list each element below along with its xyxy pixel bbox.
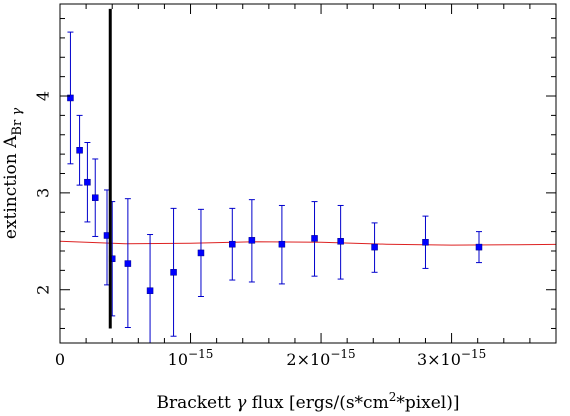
y-tick-label: 3 xyxy=(34,188,53,198)
data-points-layer xyxy=(67,94,483,294)
x-axis-label-middle: flux [ergs/(s*cm xyxy=(246,393,388,413)
x-axis-label-symbol: γ xyxy=(236,393,247,413)
x-tick-label-base: 0 xyxy=(55,350,65,369)
data-point xyxy=(422,239,429,246)
y-tick-label: 2 xyxy=(34,285,53,295)
data-point xyxy=(91,194,99,201)
data-point xyxy=(124,260,132,267)
data-point xyxy=(278,240,286,248)
x-axis-label-sup: 2 xyxy=(389,390,397,404)
x-axis-label-prefix: Brackett xyxy=(156,393,236,413)
x-tick-label: 2×10−15 xyxy=(286,347,355,369)
x-tick-label: 10−15 xyxy=(168,347,214,369)
y-axis-label-prefix: extinction A xyxy=(1,135,21,239)
plot-area xyxy=(60,8,556,343)
x-tick-label-base: 3×10 xyxy=(417,350,461,369)
data-point xyxy=(311,235,318,242)
x-tick-label-base: 2×10 xyxy=(286,350,330,369)
fit-line-layer xyxy=(60,240,556,246)
data-point xyxy=(146,287,154,294)
data-point xyxy=(337,238,344,245)
data-point xyxy=(84,178,91,186)
y-axis-label-sub-symbol: γ xyxy=(10,108,25,116)
x-tick-label: 3×10−15 xyxy=(417,347,486,369)
data-point xyxy=(170,269,177,276)
data-point xyxy=(197,249,205,257)
y-tick-label: 4 xyxy=(34,91,53,101)
fit-line xyxy=(60,240,556,246)
data-point xyxy=(76,147,83,154)
x-tick-label: 0 xyxy=(55,350,65,369)
x-axis-label: Brackett γ flux [ergs/(s*cm2*pixel)] xyxy=(156,390,459,413)
x-tick-label-exponent: −15 xyxy=(330,347,355,361)
y-axis-label: extinction ABr γ xyxy=(1,108,25,239)
ticks-layer xyxy=(59,4,557,343)
data-point xyxy=(371,243,378,251)
data-point xyxy=(67,94,74,102)
x-axis-label-suffix: *pixel)] xyxy=(396,393,459,413)
x-tick-label-base: 10 xyxy=(168,350,188,369)
data-point xyxy=(248,237,256,244)
x-tick-label-exponent: −15 xyxy=(188,347,213,361)
data-point xyxy=(475,243,483,251)
x-tick-label-exponent: −15 xyxy=(461,347,486,361)
y-axis-label-sub: Br xyxy=(10,116,25,136)
data-point xyxy=(229,240,236,248)
